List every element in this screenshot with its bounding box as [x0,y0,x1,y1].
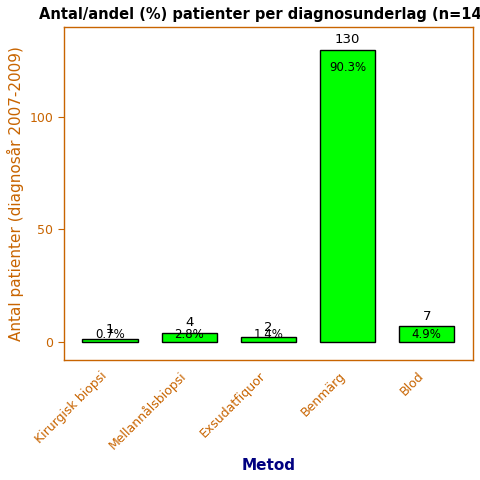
Bar [241,337,296,342]
Text: 1: 1 [106,323,114,336]
Bar [83,339,138,342]
Text: 4.9%: 4.9% [412,328,442,341]
Text: 7: 7 [422,310,431,323]
X-axis label: Metod: Metod [241,458,295,473]
Text: 1.4%: 1.4% [253,328,283,341]
Text: 4: 4 [185,316,193,329]
Title: Antal/andel (%) patienter per diagnosunderlag (n=144): Antal/andel (%) patienter per diagnosund… [39,7,480,22]
Text: 130: 130 [335,34,360,47]
Y-axis label: Antal patienter (diagnosår 2007-2009): Antal patienter (diagnosår 2007-2009) [7,46,24,341]
Text: 90.3%: 90.3% [329,61,366,74]
Text: 2.8%: 2.8% [174,328,204,341]
Bar [320,50,375,342]
Text: 0.7%: 0.7% [95,328,125,341]
Bar [399,326,455,342]
Text: 2: 2 [264,321,273,334]
Bar [162,333,217,342]
